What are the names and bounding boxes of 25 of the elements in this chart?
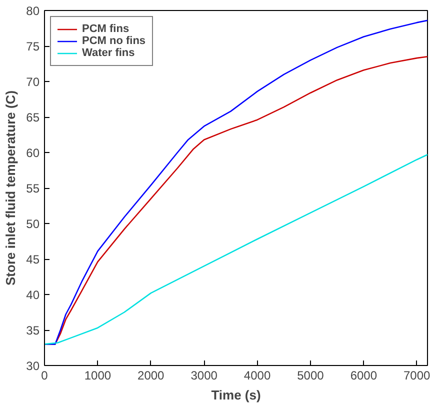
y-tick-label: 80 [26,4,40,18]
x-tick-label: 2000 [138,368,165,382]
y-tick-label: 70 [26,75,40,89]
y-tick-label: 75 [26,40,40,54]
y-tick-label: 55 [26,182,40,196]
x-tick-label: 3000 [190,368,218,382]
y-tick-label: 60 [26,146,40,160]
x-tick-label: 7000 [404,368,431,382]
y-tick-label: 40 [26,288,40,302]
x-tick-label: 0 [41,368,48,382]
y-tick-label: 50 [26,217,40,231]
y-tick-label: 65 [26,110,40,124]
y-tick-label: 35 [26,324,40,338]
y-tick-label: 45 [26,252,40,266]
x-tick-label: 5000 [297,368,324,382]
y-tick-label: 30 [26,359,40,373]
x-axis-title: Time (s) [211,388,261,402]
legend-label: Water fins [82,47,135,59]
line-series [44,154,428,345]
x-tick-label: 4000 [244,368,271,382]
y-axis-title: Store inlet fluid temperature (C) [3,90,18,286]
legend-label: PCM no fins [82,35,146,47]
x-tick-label: 1000 [84,368,112,382]
x-tick-label: 6000 [350,368,378,382]
legend-label: PCM fins [82,23,130,35]
